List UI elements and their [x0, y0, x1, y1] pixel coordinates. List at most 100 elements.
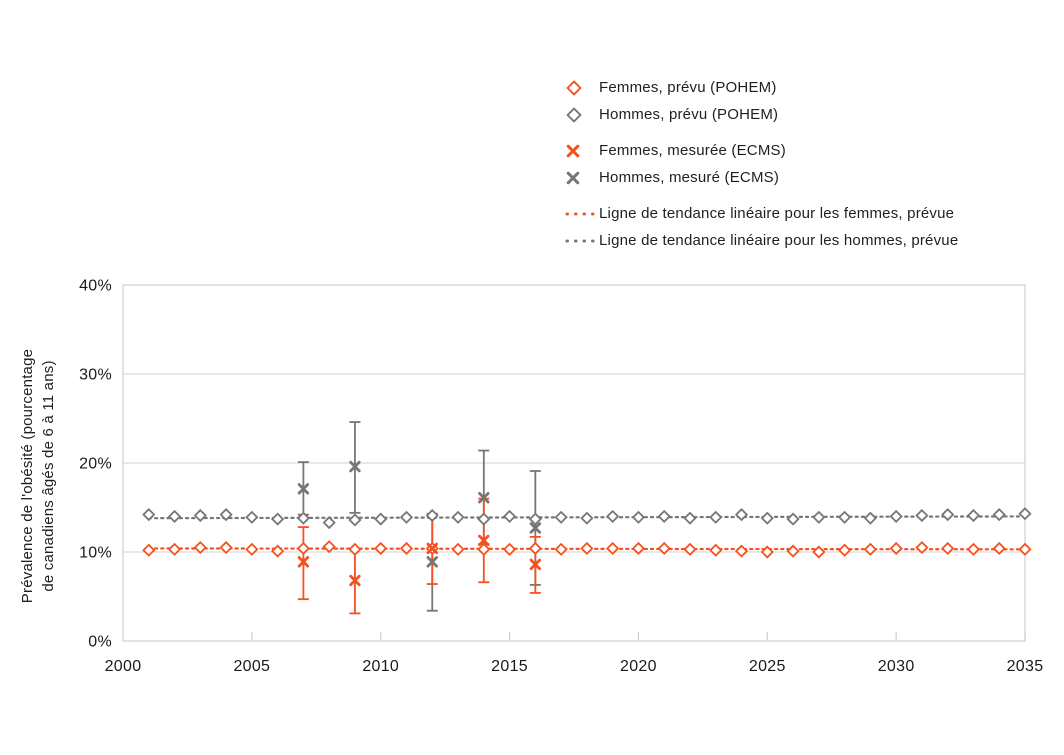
diamond-marker-hommes [915, 508, 929, 523]
diamond-marker-hommes [760, 511, 774, 525]
diamond-marker-hommes [296, 511, 310, 525]
diamond-marker-femmes [812, 545, 826, 559]
diamond-marker-hommes [1018, 507, 1032, 521]
legend-label: Femmes, mesurée (ECMS) [599, 142, 786, 159]
diamond-marker-femmes [374, 541, 388, 556]
diamond-marker-hommes [245, 510, 259, 524]
x-tick-label: 2035 [1007, 658, 1044, 675]
legend-label: Hommes, prévu (POHEM) [599, 106, 779, 123]
diamond-marker-hommes [941, 508, 955, 522]
x-tick-label: 2030 [878, 658, 915, 675]
diamond-marker-hommes [142, 508, 156, 522]
diamond-marker-hommes [193, 508, 207, 523]
y-tick-label: 30% [79, 367, 112, 384]
diamond-marker-femmes [348, 542, 362, 556]
x-tick-label: 2025 [749, 658, 786, 675]
x-marker-hommes [426, 556, 438, 568]
diamond-marker-hommes [219, 508, 233, 522]
diamond-marker-femmes [219, 540, 233, 555]
diamond-marker-femmes [399, 541, 414, 556]
x-marker-hommes [297, 483, 310, 495]
diamond-marker-femmes [193, 540, 207, 555]
diamond-marker-femmes [992, 541, 1006, 556]
diamond-marker-femmes [966, 542, 981, 556]
diamond-marker-hommes [709, 510, 723, 524]
y-tick-label: 0% [88, 634, 112, 651]
diamond-marker-hommes [477, 512, 491, 526]
diamond-marker-femmes [838, 543, 852, 557]
diamond-marker-hommes [528, 512, 542, 526]
diamond-marker-hommes [399, 510, 414, 524]
diamond-marker-hommes [786, 512, 800, 526]
diamond-marker-hommes [580, 511, 594, 525]
diamond-marker-femmes [734, 544, 749, 558]
diamond-marker-hommes [863, 511, 877, 525]
diamond-marker-femmes [657, 541, 671, 556]
diamond-marker-hommes [502, 509, 517, 523]
y-axis-title-line1: Prévalence de l'obésité (pourcentage [19, 348, 36, 604]
legend-x-icon [565, 170, 599, 186]
diamond-marker-femmes [451, 542, 465, 556]
x-tick-label: 2010 [362, 658, 399, 675]
diamond-marker-femmes [502, 542, 517, 556]
y-tick-label: 40% [79, 278, 112, 295]
diamond-marker-hommes [606, 509, 620, 523]
legend-x-icon [565, 143, 599, 159]
x-marker-femmes [349, 574, 361, 587]
y-axis-title: Prévalence de l'obésité (pourcentage de … [17, 296, 59, 656]
diamond-marker-femmes [941, 541, 955, 556]
diamond-marker-hommes [631, 510, 646, 524]
diamond-marker-hommes [992, 508, 1006, 522]
legend-item-tendance-hommes: Ligne de tendance linéaire pour les homm… [565, 227, 958, 254]
legend-dotted-line-icon [565, 210, 599, 218]
diamond-marker-hommes [838, 510, 852, 524]
diamond-marker-femmes [477, 542, 491, 556]
legend-label: Ligne de tendance linéaire pour les homm… [599, 232, 959, 249]
legend-item-tendance-femmes: Ligne de tendance linéaire pour les femm… [565, 200, 958, 227]
x-marker-hommes [349, 460, 361, 473]
legend-item-hommes-prevu: Hommes, prévu (POHEM) [565, 101, 958, 128]
legend-label: Hommes, mesuré (ECMS) [599, 169, 780, 186]
x-marker-hommes [529, 522, 542, 534]
diamond-marker-femmes [296, 541, 310, 556]
y-axis-title-line2: de canadiens âgés de 6 à 11 ans) [40, 360, 57, 592]
diamond-marker-femmes [554, 542, 568, 556]
diamond-marker-hommes [167, 509, 182, 523]
diamond-marker-femmes [786, 544, 800, 558]
diamond-marker-femmes [631, 541, 646, 556]
diamond-marker-hommes [657, 509, 671, 523]
diamond-marker-hommes [554, 510, 568, 524]
diamond-marker-hommes [734, 508, 749, 522]
diamond-marker-femmes [271, 544, 285, 558]
diamond-marker-hommes [683, 511, 697, 525]
diamond-marker-femmes [760, 545, 774, 559]
legend-item-femmes-prevu: Femmes, prévu (POHEM) [565, 74, 958, 101]
diamond-marker-femmes [142, 543, 156, 557]
legend: Femmes, prévu (POHEM) Hommes, prévu (POHE… [565, 74, 958, 254]
y-tick-label: 10% [79, 545, 112, 562]
diamond-marker-hommes [451, 510, 465, 524]
x-marker-hommes [478, 492, 490, 504]
diamond-marker-femmes [683, 542, 697, 556]
x-marker-femmes [529, 558, 542, 571]
x-tick-label: 2015 [491, 658, 528, 675]
diamond-marker-femmes [915, 540, 929, 555]
legend-item-femmes-mesuree: Femmes, mesurée (ECMS) [565, 137, 958, 164]
legend-dotted-line-icon [565, 237, 599, 245]
legend-label: Femmes, prévu (POHEM) [599, 79, 777, 96]
diamond-marker-hommes [425, 508, 439, 523]
diamond-marker-hommes [966, 508, 981, 523]
diamond-marker-femmes [889, 541, 903, 556]
x-marker-femmes [426, 542, 438, 555]
diamond-marker-femmes [1018, 542, 1032, 556]
diamond-marker-femmes [580, 541, 594, 556]
diamond-marker-hommes [889, 509, 903, 523]
y-tick-label: 20% [79, 456, 112, 473]
diamond-marker-femmes [167, 542, 182, 556]
diamond-marker-hommes [322, 516, 336, 530]
diamond-marker-hommes [812, 510, 826, 524]
legend-diamond-icon [565, 106, 599, 124]
